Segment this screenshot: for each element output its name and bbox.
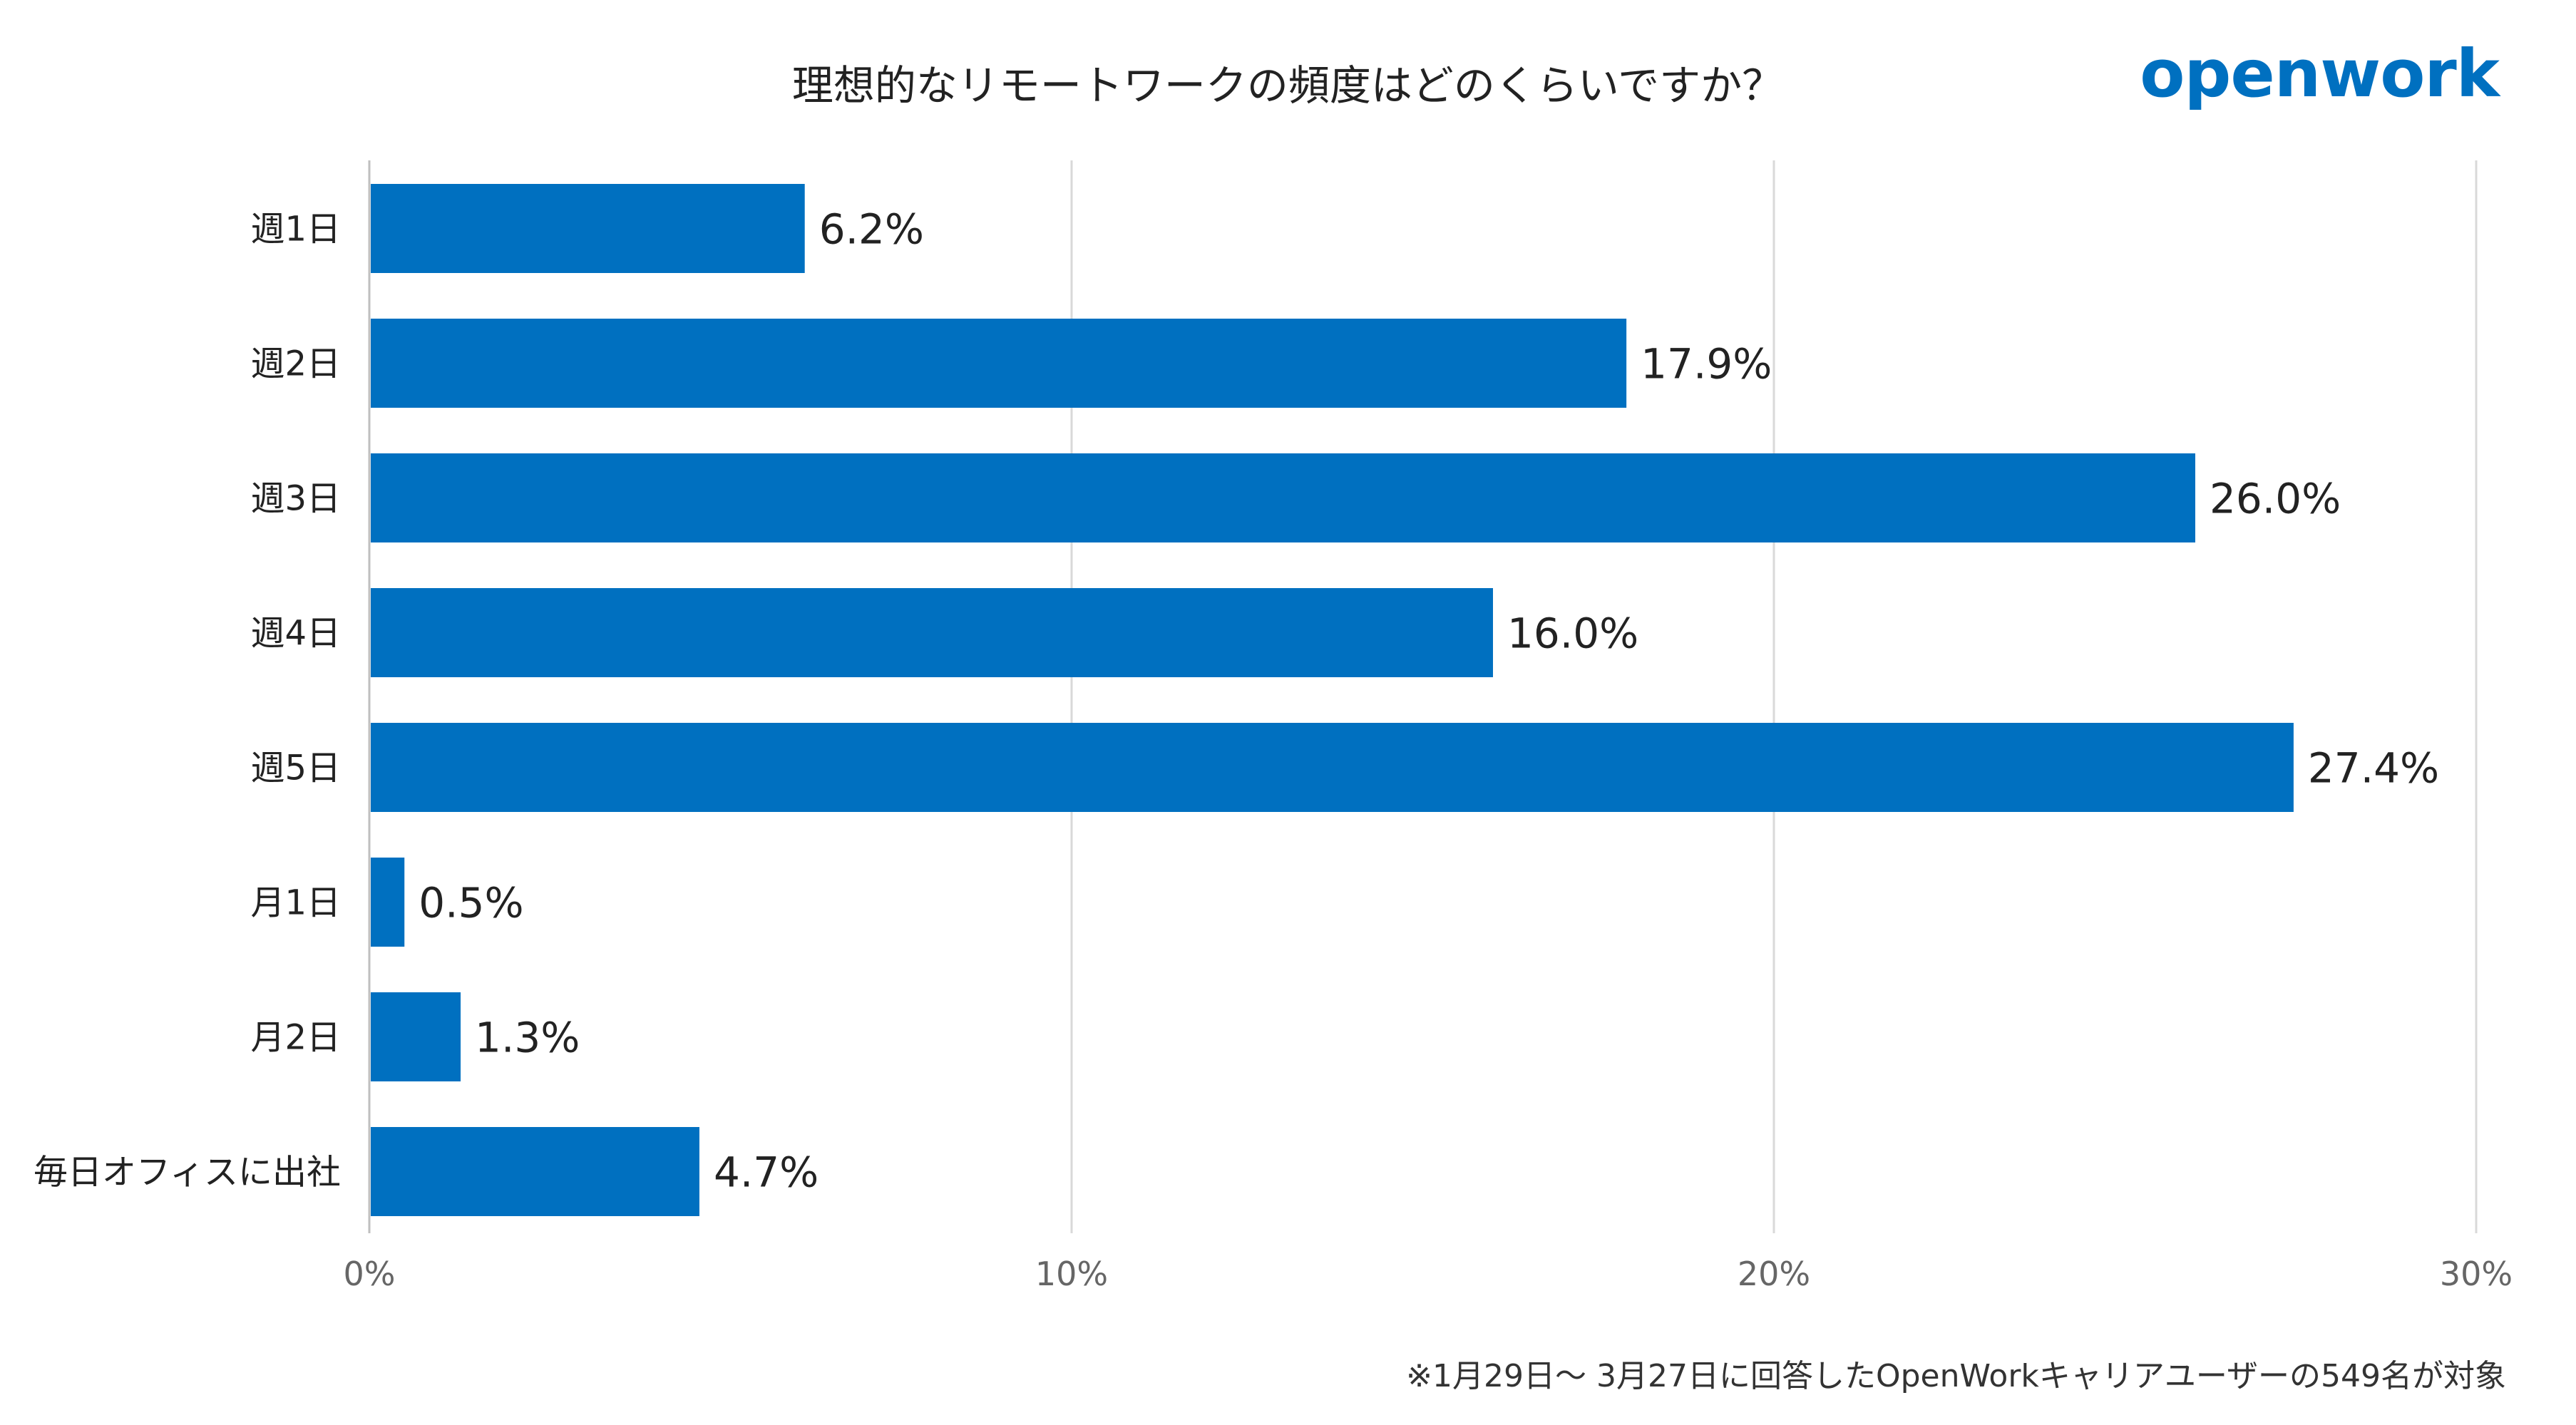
- bar: [371, 992, 461, 1081]
- category-label: 週4日: [250, 614, 341, 654]
- x-tick-label: 10%: [1035, 1255, 1108, 1293]
- bar: [371, 723, 2294, 812]
- x-tick-label: 30%: [2440, 1255, 2513, 1293]
- bar: [371, 319, 1627, 408]
- data-label: 26.0%: [2210, 475, 2341, 523]
- data-label: 17.9%: [1641, 340, 1772, 389]
- data-label: 4.7%: [714, 1148, 819, 1197]
- x-tick-label: 20%: [1738, 1255, 1810, 1293]
- bar: [371, 453, 2195, 542]
- bar: [371, 858, 405, 947]
- data-label: 27.4%: [2308, 744, 2439, 793]
- x-tick-label: 0%: [344, 1255, 396, 1293]
- data-label: 6.2%: [819, 205, 924, 254]
- data-label: 1.3%: [475, 1014, 580, 1062]
- category-label: 週2日: [250, 344, 341, 384]
- category-label: 週1日: [250, 210, 341, 249]
- data-label: 0.5%: [419, 879, 523, 927]
- value-labels: 6.2% 17.9% 26.0% 16.0% 27.4% 0.5% 1.3% 4.7%: [419, 205, 2439, 1197]
- bars: [371, 184, 2294, 1216]
- bar: [371, 184, 805, 273]
- category-label: 月1日: [250, 883, 341, 923]
- category-label: 週3日: [250, 479, 341, 519]
- bar: [371, 588, 1493, 677]
- category-label: 週5日: [250, 748, 341, 788]
- footnote: ※1月29日〜 3月27日に回答したOpenWorkキャリアユーザーの549名が…: [1406, 1358, 2506, 1394]
- category-label: 月2日: [250, 1018, 341, 1058]
- chart-title: 理想的なリモートワークの頻度はどのくらいですか？: [792, 61, 1783, 110]
- category-label: 毎日オフィスに出社: [34, 1153, 341, 1193]
- bar: [371, 1127, 699, 1216]
- data-label: 16.0%: [1507, 609, 1638, 658]
- openwork-logo: openwork: [2140, 36, 2501, 112]
- x-tick-labels: 0% 10% 20% 30%: [344, 1255, 2513, 1293]
